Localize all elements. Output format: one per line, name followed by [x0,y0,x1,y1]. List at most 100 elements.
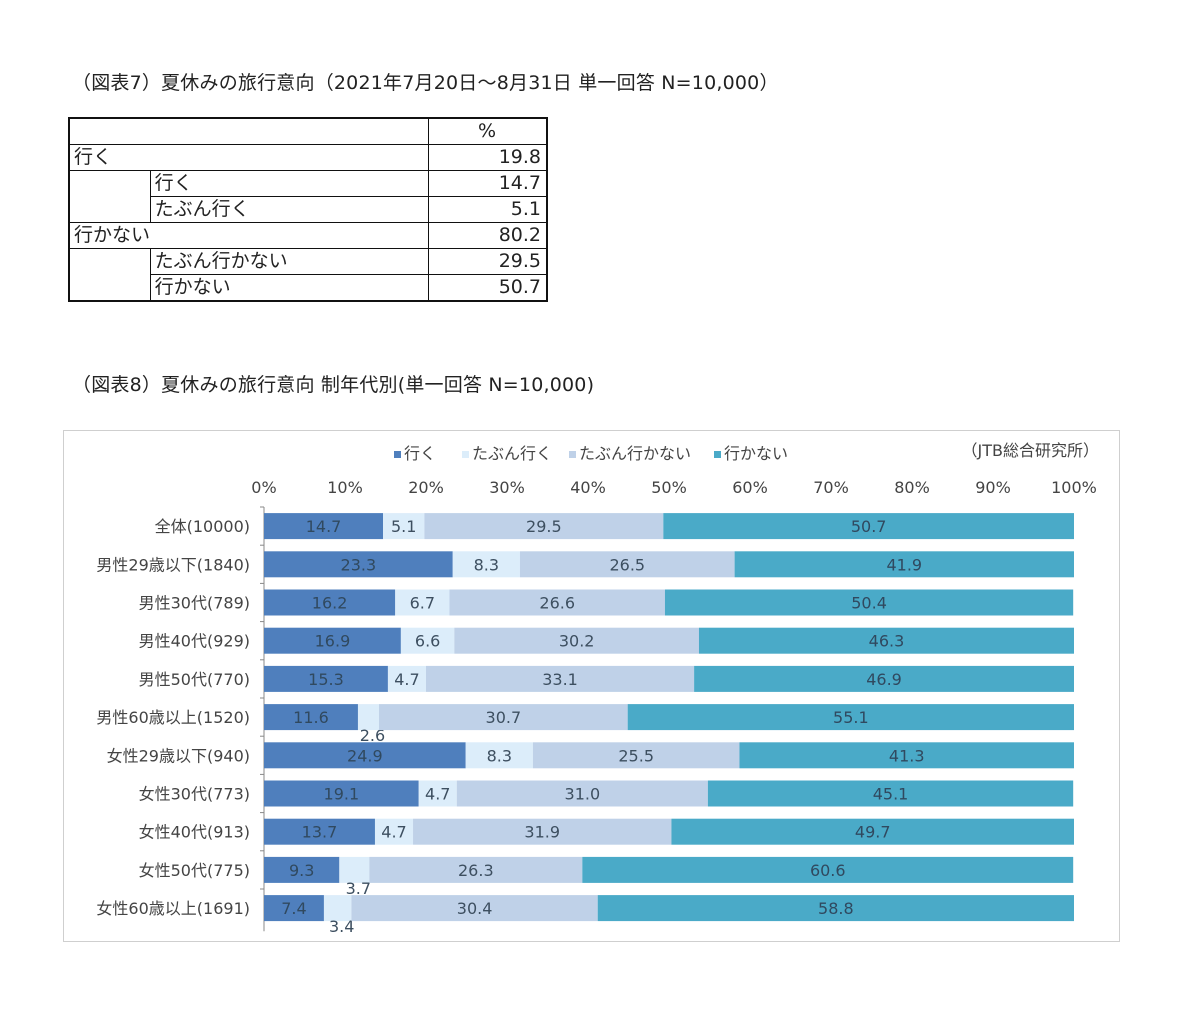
stacked-bar-chart: （JTB総合研究所） 行く たぶん行く たぶん行かない 行かない 0% 10% 20% 30% 4… [63,430,1120,942]
category-label: 男性40代(929) [139,632,250,651]
data-label: 30.2 [559,632,595,651]
legend-swatch [394,451,401,458]
bar-segment [465,742,533,769]
data-label: 9.3 [289,861,314,880]
row-label: たぶん行かない [149,248,430,275]
bar-segment [357,704,380,731]
category-label: 女性30代(773) [139,785,250,804]
data-label: 13.7 [302,823,338,842]
row-label: 行く [68,144,429,171]
table-header-blank [68,117,429,145]
data-label: 4.7 [394,670,419,689]
legend-label: たぶん行かない [579,444,691,463]
x-tick-label: 20% [408,478,444,497]
table-row: 行く 14.7 [68,170,548,223]
data-label: 55.1 [833,708,869,727]
data-label: 23.3 [341,555,377,574]
data-label: 16.2 [312,594,348,613]
x-tick-label: 80% [894,478,930,497]
bar-segment [264,513,384,540]
x-tick-label: 30% [489,478,525,497]
data-label: 16.9 [315,632,351,651]
category-label: 男性50代(770) [139,670,250,689]
legend-label: 行かない [724,444,788,463]
x-tick-label: 50% [651,478,687,497]
chart8-title: （図表8）夏休みの旅行意向 制年代別(単一回答 N=10,000) [72,374,595,396]
data-label: 46.3 [869,632,905,651]
bar-segment [374,818,414,845]
data-label: 50.7 [851,517,887,536]
data-label: 49.7 [855,823,891,842]
data-label: 60.6 [810,861,846,880]
bar-segment [532,742,740,769]
row-label: たぶん行く [149,196,430,223]
bar-segment [264,818,375,845]
data-label: 29.5 [526,517,562,536]
bar-segment [323,895,352,922]
data-label: 15.3 [308,670,344,689]
category-label: 男性60歳以上(1520) [96,708,250,727]
bar-segment [395,589,450,616]
bar-segment [264,856,340,883]
data-label: 50.4 [851,594,887,613]
data-label: 41.9 [886,555,922,574]
data-label: 19.1 [324,785,360,804]
bar-segment [424,513,664,540]
bar-segment [264,589,396,616]
row-value: 29.5 [428,248,548,275]
data-label: 7.4 [281,899,306,918]
table-row: たぶん行く 5.1 [69,196,548,223]
bar-segment [671,818,1074,845]
data-label: 4.7 [425,785,450,804]
bar-segment [734,551,1074,578]
bar-segment [449,589,665,616]
category-label: 女性29歳以下(940) [107,746,250,765]
travel-intention-table: % 行く 19.8 行く 14.7 たぶん行く 5.1 行かない 80.2 たぶ… [68,117,548,302]
bar-segment [264,780,419,807]
indent-cell [68,170,151,223]
data-label: 25.5 [618,746,654,765]
data-label: 11.6 [293,708,329,727]
bar-segment [597,895,1074,922]
category-label: 女性60歳以上(1691) [96,899,250,918]
data-label: 58.8 [818,899,854,918]
bar-segment [663,513,1074,540]
bar-segment [264,665,388,692]
data-label: 3.7 [346,879,371,898]
legend-label: たぶん行く [472,444,552,463]
bar-segment [264,742,466,769]
data-label: 5.1 [391,517,416,536]
table-row: たぶん行かない 29.5 [68,248,548,301]
data-label: 6.7 [410,594,435,613]
legend-swatch [462,451,469,458]
data-label: 31.9 [524,823,560,842]
bar-segment [264,704,358,731]
table-row: 行く 19.8 [68,144,548,171]
data-label: 4.7 [381,823,406,842]
bar-segment [418,780,457,807]
table-row: 行かない 50.7 [69,274,548,302]
bar-segment [264,627,401,654]
data-label: 31.0 [565,785,601,804]
x-tick-label: 60% [732,478,768,497]
x-tick-label: 90% [975,478,1011,497]
category-label: 女性50代(775) [139,861,250,880]
bar-segment [264,551,453,578]
indent-cell [68,248,151,301]
bar-segment [351,895,598,922]
bar-segment [452,551,520,578]
data-label: 26.5 [609,555,645,574]
bar-segment [664,589,1074,616]
row-value: 5.1 [428,196,548,223]
bar-segment [339,856,370,883]
bar-segment [413,818,672,845]
x-tick-label: 0% [251,478,276,497]
bar-segment [379,704,628,731]
data-label: 24.9 [347,746,383,765]
category-label: 全体(10000) [155,517,250,536]
data-label: 33.1 [542,670,578,689]
category-label: 女性40代(913) [139,823,250,842]
row-value: 80.2 [428,222,548,249]
row-value: 50.7 [428,274,548,302]
bar-segment [264,895,324,922]
